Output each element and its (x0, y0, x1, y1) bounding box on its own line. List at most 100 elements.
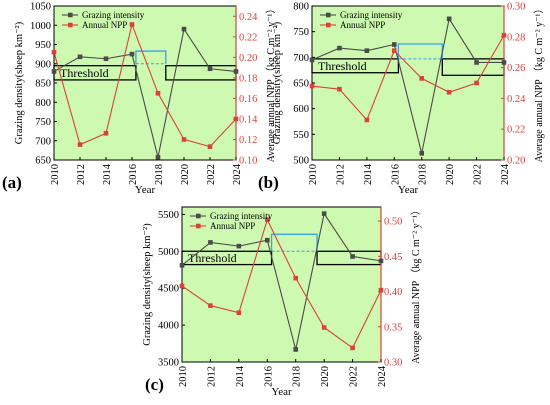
y-right-tick-label: 0.16 (239, 94, 257, 105)
y-left-tick-label: 1050 (30, 2, 51, 13)
y-left-axis-label: Grazing density(sheep km⁻²) (14, 21, 25, 144)
x-tick-label: 2022 (349, 366, 360, 387)
y-right-tick-label: 0.45 (384, 252, 402, 263)
y-left-tick-label: 1000 (30, 21, 51, 32)
y-left-tick-label: 750 (293, 27, 309, 38)
legend-entry: Grazing intensity (82, 10, 145, 20)
y-left-tick-label: 550 (293, 130, 309, 141)
plot-background (182, 207, 381, 362)
chart-panel-c: Threshold 2010 2012 2014 2016 2018 2020 2022 202… (142, 205, 422, 398)
data-point-npp (208, 303, 213, 308)
data-point-grazing (129, 51, 135, 57)
legend-entry: Annual NPP (210, 221, 255, 231)
x-tick-label: 2012 (335, 164, 346, 185)
y-left-tick-label: 4000 (158, 321, 179, 332)
data-point-npp (77, 142, 83, 147)
data-point-npp (337, 86, 342, 92)
y-right-tick-label: 0.30 (507, 2, 525, 13)
data-point-npp (293, 275, 299, 281)
data-point-grazing (179, 263, 185, 268)
data-point-grazing (321, 211, 327, 216)
data-point-grazing (181, 26, 187, 32)
data-point-npp (155, 90, 161, 96)
data-point-npp (446, 89, 452, 95)
y-left-tick-label: 700 (293, 53, 309, 64)
y-left-tick-label: 500 (293, 156, 309, 167)
series-line-grazing (181, 212, 382, 350)
x-tick-label: 2010 (308, 164, 319, 185)
x-tick-label: 2018 (292, 366, 303, 387)
x-tick-label: 2022 (206, 164, 217, 185)
data-point-grazing (474, 60, 479, 65)
data-point-npp (501, 32, 507, 38)
y-left-tick-label: 5500 (158, 210, 179, 221)
x-tick-label: 2014 (363, 163, 374, 185)
x-tick-label: 2020 (320, 366, 331, 387)
chart-panel-a: Threshold 2010 2012 2014 2016 2018 2020 2022 202… (2, 2, 277, 197)
series-line-npp (181, 218, 382, 349)
y-right-tick-label: 0.12 (239, 135, 257, 146)
data-point-npp (419, 76, 425, 81)
y-right-axis-label: Average annual NPP （kg C m⁻² y⁻¹） (410, 205, 422, 364)
x-tick-label: 2016 (128, 164, 139, 185)
series-line-npp (53, 22, 237, 148)
series-line-grazing (53, 27, 237, 158)
series-line-grazing (311, 17, 504, 154)
data-point-npp (364, 117, 370, 123)
y-left-tick-label: 700 (35, 136, 51, 147)
x-tick-label: 2018 (154, 164, 165, 185)
y-right-axis-label: Average annual NPP （kg C m⁻² y⁻¹） (265, 4, 277, 163)
data-point-npp (474, 80, 479, 86)
y-right-tick-label: 0.28 (507, 32, 525, 43)
data-point-grazing (207, 66, 213, 72)
y-right-tick-label: 0.20 (239, 53, 257, 64)
data-point-npp (264, 217, 270, 222)
data-point-grazing (337, 45, 342, 51)
data-point-grazing (391, 42, 397, 47)
data-point-npp (207, 144, 213, 149)
x-tick-label: 2024 (377, 365, 388, 387)
y-right-tick-label: 0.24 (507, 94, 526, 105)
x-tick-label: 2012 (206, 366, 217, 387)
data-point-grazing (51, 69, 57, 74)
data-point-grazing (236, 243, 242, 249)
y-right-tick-label: 0.24 (239, 12, 258, 23)
data-point-grazing (103, 56, 109, 62)
data-point-npp (179, 283, 185, 289)
y-left-tick-label: 3500 (158, 358, 179, 369)
x-tick-label: 2022 (473, 164, 484, 185)
legend-swatch-marker (326, 12, 331, 18)
data-point-grazing (293, 347, 299, 352)
y-left-tick-label: 800 (35, 98, 51, 109)
data-point-npp (391, 48, 397, 53)
data-point-grazing (155, 155, 161, 160)
data-point-grazing (264, 237, 270, 243)
chart-panel-b: Threshold 2010 2012 2014 2016 2018 2020 2022 202… (258, 2, 545, 197)
data-point-npp (321, 325, 327, 330)
data-point-grazing (350, 254, 355, 259)
data-point-npp (51, 49, 57, 55)
x-tick-label: 2010 (178, 366, 189, 387)
data-point-grazing (233, 69, 239, 74)
x-tick-label: 2018 (418, 164, 429, 185)
y-left-tick-label: 600 (293, 104, 309, 115)
x-axis-label: Year (398, 184, 419, 196)
data-point-grazing (446, 16, 452, 22)
y-right-tick-label: 0.22 (239, 32, 257, 43)
y-left-tick-label: 650 (293, 79, 309, 90)
legend-entry: Annual NPP (340, 20, 385, 30)
legend-swatch-marker (196, 213, 201, 219)
threshold-bracket (270, 233, 318, 252)
data-point-npp (350, 345, 355, 351)
x-tick-label: 2020 (180, 164, 191, 185)
data-point-grazing (501, 60, 507, 65)
legend-entry: Annual NPP (82, 20, 127, 30)
x-tick-label: 2016 (263, 366, 274, 387)
threshold-label: Threshold (188, 251, 237, 265)
y-right-tick-label: 0.40 (384, 287, 402, 298)
data-point-npp (181, 137, 187, 142)
legend-entry: Grazing intensity (210, 211, 273, 221)
data-point-grazing (309, 57, 315, 63)
x-tick-label: 2024 (232, 163, 243, 185)
